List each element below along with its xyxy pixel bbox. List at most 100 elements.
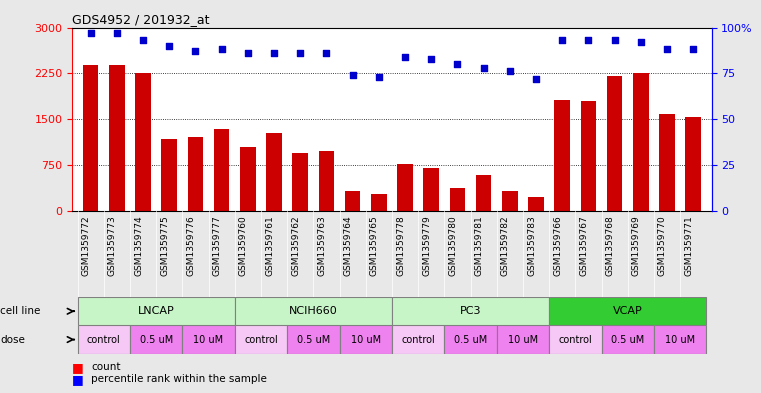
Point (295, 50, 307, 56)
Text: GSM1359766: GSM1359766 (553, 215, 562, 276)
Bar (633, 73, 648, 211)
Text: GSM1359761: GSM1359761 (265, 215, 274, 276)
Text: GSM1359770: GSM1359770 (658, 215, 667, 276)
Bar (187, 138, 203, 211)
Text: GSM1359767: GSM1359767 (579, 215, 588, 276)
Bar (214, 129, 230, 211)
Text: GSM1359771: GSM1359771 (684, 215, 693, 276)
Bar (339, 325, 392, 354)
Bar (78, 325, 130, 354)
Point (163, 43, 175, 49)
Text: GSM1359777: GSM1359777 (212, 215, 221, 276)
Bar (549, 297, 706, 325)
Point (320, 50, 333, 56)
Point (635, 39, 647, 45)
Bar (135, 73, 151, 211)
Text: cell line: cell line (0, 306, 40, 316)
Bar (607, 76, 622, 211)
Text: GSM1359783: GSM1359783 (527, 215, 536, 276)
Text: GSM1359774: GSM1359774 (134, 215, 143, 275)
Bar (161, 139, 177, 211)
Bar (234, 325, 287, 354)
Bar (292, 152, 308, 211)
Text: GSM1359765: GSM1359765 (370, 215, 379, 276)
Point (609, 37, 621, 44)
Point (268, 50, 280, 56)
Point (530, 75, 542, 82)
Text: VCAP: VCAP (613, 306, 642, 316)
Point (582, 37, 594, 44)
Text: control: control (559, 334, 592, 345)
Bar (287, 325, 339, 354)
Text: LNCAP: LNCAP (138, 306, 174, 316)
Bar (450, 188, 465, 211)
Text: GSM1359769: GSM1359769 (632, 215, 641, 276)
Text: GSM1359775: GSM1359775 (161, 215, 169, 276)
Bar (497, 325, 549, 354)
Bar (234, 297, 392, 325)
Text: GSM1359778: GSM1359778 (396, 215, 405, 276)
Text: 10 uM: 10 uM (351, 334, 380, 345)
Point (504, 68, 516, 75)
Bar (528, 197, 544, 211)
Bar (581, 101, 597, 211)
Text: control: control (401, 334, 435, 345)
Text: dose: dose (0, 334, 25, 345)
Text: GSM1359773: GSM1359773 (108, 215, 117, 276)
Bar (240, 147, 256, 211)
Point (373, 74, 385, 80)
Text: 0.5 uM: 0.5 uM (611, 334, 645, 345)
Text: GSM1359780: GSM1359780 (448, 215, 457, 276)
Text: GSM1359776: GSM1359776 (186, 215, 196, 276)
Point (687, 46, 699, 53)
Bar (659, 114, 675, 211)
Text: control: control (244, 334, 278, 345)
Point (346, 72, 358, 78)
Bar (130, 325, 183, 354)
Text: GSM1359782: GSM1359782 (501, 215, 510, 275)
Text: 0.5 uM: 0.5 uM (139, 334, 173, 345)
Text: GSM1359772: GSM1359772 (81, 215, 91, 275)
Bar (371, 194, 387, 211)
Text: GSM1359781: GSM1359781 (475, 215, 483, 276)
Point (137, 37, 149, 44)
Bar (686, 117, 701, 211)
Text: GSM1359779: GSM1359779 (422, 215, 431, 276)
Text: percentile rank within the sample: percentile rank within the sample (91, 374, 267, 384)
Point (399, 54, 411, 60)
Bar (476, 174, 492, 211)
Text: control: control (87, 334, 120, 345)
Bar (444, 325, 497, 354)
Bar (392, 297, 549, 325)
Bar (83, 65, 98, 211)
Point (242, 50, 254, 56)
Bar (319, 151, 334, 211)
Point (477, 65, 489, 71)
Point (556, 37, 568, 44)
Bar (78, 297, 234, 325)
Text: GSM1359762: GSM1359762 (291, 215, 301, 275)
Bar (554, 99, 570, 211)
Point (215, 46, 228, 53)
Text: GSM1359760: GSM1359760 (239, 215, 248, 276)
Text: PC3: PC3 (460, 306, 481, 316)
Point (661, 46, 673, 53)
Point (84, 30, 97, 36)
Point (425, 55, 438, 62)
Point (111, 30, 123, 36)
Text: 10 uM: 10 uM (665, 334, 695, 345)
Bar (654, 325, 706, 354)
Text: GSM1359763: GSM1359763 (317, 215, 326, 276)
Text: 10 uM: 10 uM (508, 334, 538, 345)
Text: 10 uM: 10 uM (193, 334, 224, 345)
Bar (601, 325, 654, 354)
Text: GSM1359764: GSM1359764 (344, 215, 352, 275)
Bar (423, 168, 439, 211)
Bar (345, 191, 361, 211)
Bar (109, 65, 125, 211)
Text: 0.5 uM: 0.5 uM (297, 334, 330, 345)
Point (189, 48, 202, 55)
Text: GDS4952 / 201932_at: GDS4952 / 201932_at (72, 13, 210, 26)
Text: ■: ■ (72, 361, 84, 374)
Point (451, 61, 463, 67)
